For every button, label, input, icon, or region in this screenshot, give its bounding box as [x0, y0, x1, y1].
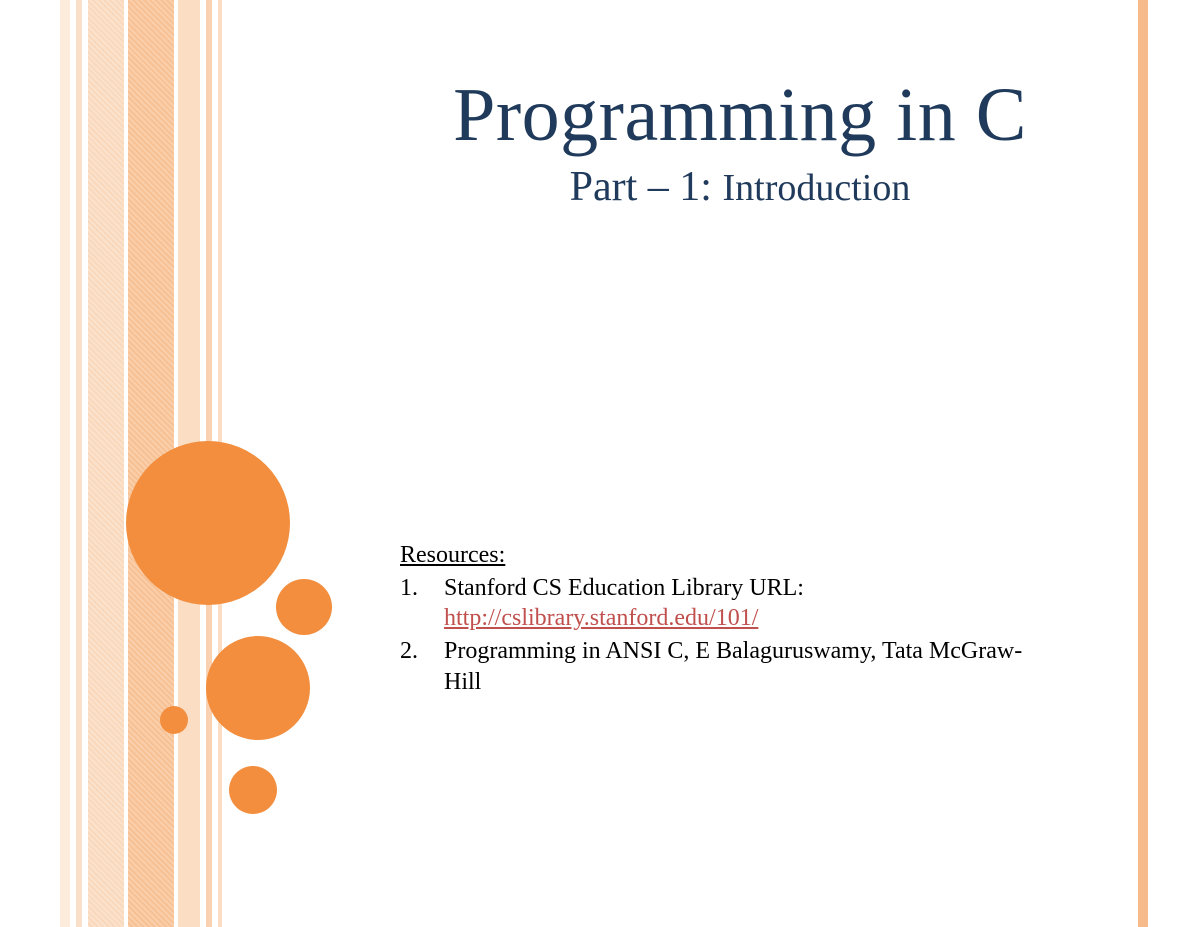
- resources-block: Resources: 1. Stanford CS Education Libr…: [400, 540, 1040, 698]
- subtitle: Part – 1: Introduction: [350, 163, 1130, 211]
- decor-circle: [160, 706, 188, 734]
- title-block: Programming in C Part – 1: Introduction: [350, 72, 1130, 211]
- slide: Programming in C Part – 1: Introduction …: [0, 0, 1200, 927]
- decor-circle: [126, 441, 290, 605]
- resource-text: Programming in ANSI C, E Balaguruswamy, …: [444, 638, 1022, 695]
- list-item: 2. Programming in ANSI C, E Balaguruswam…: [400, 636, 1040, 697]
- resource-link[interactable]: http://cslibrary.stanford.edu/101/: [444, 605, 758, 631]
- page-title: Programming in C: [350, 72, 1130, 159]
- list-number: 2.: [400, 636, 418, 667]
- left-stripe: [88, 0, 124, 927]
- decor-circle: [276, 579, 332, 635]
- decor-circle: [229, 766, 277, 814]
- left-stripe: [60, 0, 70, 927]
- left-stripe: [76, 0, 82, 927]
- list-item: 1. Stanford CS Education Library URL: ht…: [400, 573, 1040, 634]
- subtitle-suffix: Introduction: [722, 167, 910, 209]
- resources-list: 1. Stanford CS Education Library URL: ht…: [400, 573, 1040, 698]
- list-number: 1.: [400, 573, 418, 604]
- decor-circle: [206, 636, 310, 740]
- resource-text: Stanford CS Education Library URL:: [444, 575, 804, 601]
- right-stripe: [1138, 0, 1148, 927]
- subtitle-prefix: Part – 1:: [570, 164, 723, 210]
- resources-heading: Resources:: [400, 540, 1040, 571]
